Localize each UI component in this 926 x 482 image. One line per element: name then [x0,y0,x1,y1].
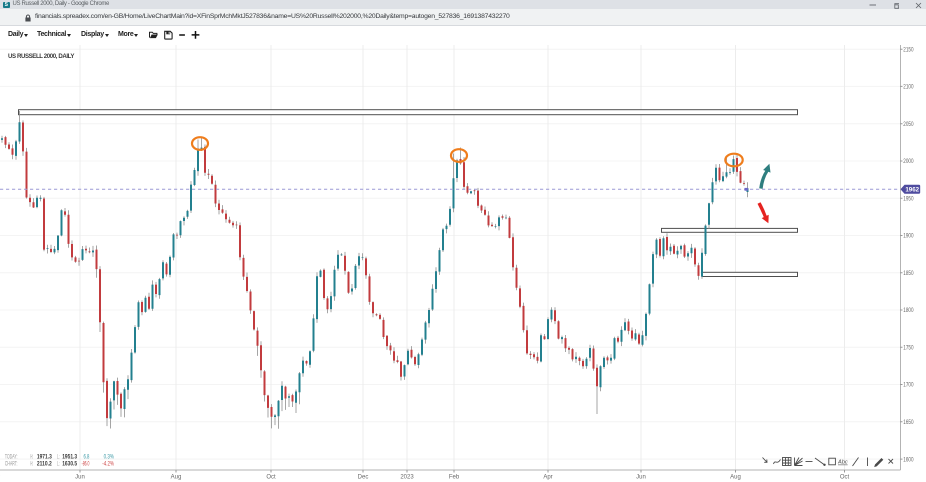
svg-text:Dec: Dec [358,474,369,480]
svg-text:1600: 1600 [903,457,914,463]
svg-text:H:: H: [30,455,33,461]
svg-text:H:: H: [30,461,33,467]
svg-text:1800: 1800 [903,308,914,314]
svg-text:1850: 1850 [903,271,914,277]
svg-text:1630.5: 1630.5 [62,461,77,467]
svg-text:2023: 2023 [400,474,414,480]
svg-text:TODAY:: TODAY: [5,455,18,461]
svg-text:Abc: Abc [837,460,848,466]
svg-text:1900: 1900 [903,234,914,240]
svg-text:2050: 2050 [903,122,914,128]
svg-text:-86.0: -86.0 [82,461,90,467]
svg-text:0.3%: 0.3% [104,455,115,461]
svg-text:Oct: Oct [266,474,276,480]
svg-text:2150: 2150 [903,47,914,53]
svg-text:Jun: Jun [75,474,85,480]
svg-text:L:: L: [57,461,60,467]
svg-text:1951.3: 1951.3 [62,455,77,461]
svg-text:1950: 1950 [903,196,914,202]
svg-text:2100: 2100 [903,85,914,91]
svg-text:L:: L: [57,455,60,461]
svg-text:Jun: Jun [636,474,646,480]
svg-text:Feb: Feb [449,474,460,480]
svg-text:6.8: 6.8 [84,455,90,461]
svg-text:CHART:: CHART: [5,461,18,467]
svg-text:1962: 1962 [905,187,919,194]
svg-text:1650: 1650 [903,420,914,426]
svg-text:-4.2%: -4.2% [102,461,114,467]
svg-text:1700: 1700 [903,383,914,389]
svg-text:2110.2: 2110.2 [37,461,52,467]
svg-text:Apr: Apr [543,474,552,480]
svg-text:1750: 1750 [903,345,914,351]
svg-text:1971.3: 1971.3 [37,455,52,461]
svg-text:Aug: Aug [730,474,741,480]
svg-text:Aug: Aug [171,474,182,480]
svg-text:Oct: Oct [840,474,850,480]
svg-text:2000: 2000 [903,159,914,165]
